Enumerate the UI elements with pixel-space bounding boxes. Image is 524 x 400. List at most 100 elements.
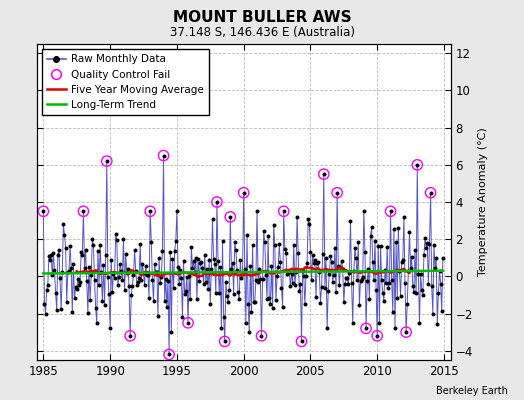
Point [232,247,240,253]
Point [188,265,196,271]
Point [329,278,337,285]
Point [224,298,232,305]
Point [56,275,64,282]
Point [85,264,93,270]
Point [386,208,395,214]
Point [219,238,227,244]
Point [115,274,123,280]
Point [42,287,51,293]
Point [304,216,312,222]
Point [432,254,440,261]
Point [159,152,168,159]
Point [214,258,222,264]
Point [146,208,155,214]
Point [112,231,120,238]
Point [248,242,257,248]
Point [177,275,185,281]
Point [275,241,283,248]
Point [76,278,84,285]
Point [65,268,73,275]
Point [147,239,156,245]
Point [310,260,318,266]
Point [369,277,378,284]
Point [104,274,112,280]
Point [168,256,177,262]
Point [364,266,373,272]
Point [207,266,215,272]
Point [123,270,131,276]
Point [420,252,428,258]
Point [335,282,344,288]
Point [226,214,235,220]
Point [414,271,422,278]
Point [129,272,138,278]
Point [139,270,148,276]
Point [312,294,320,300]
Point [130,247,139,253]
Point [419,292,427,298]
Point [46,257,54,263]
Point [150,260,159,267]
Point [398,259,406,266]
Point [413,162,421,168]
Point [132,268,140,274]
Point [305,220,313,227]
Point [346,217,355,224]
Point [430,242,438,248]
Point [258,276,267,282]
Point [439,255,447,261]
Point [321,284,329,291]
Point [40,301,49,308]
Point [268,305,277,312]
Point [195,278,203,284]
Point [382,280,390,287]
Point [124,265,132,272]
Point [428,283,436,289]
Point [230,290,238,297]
Point [245,329,254,335]
Point [356,277,365,284]
Point [93,320,101,326]
Point [215,290,223,296]
Point [402,329,410,335]
Point [209,216,217,222]
Point [220,313,228,320]
Point [89,242,97,248]
Point [41,310,50,317]
Point [347,280,356,286]
Point [173,208,181,214]
Point [263,295,271,302]
Point [101,302,109,308]
Point [389,308,397,315]
Point [436,280,445,287]
Point [256,276,265,282]
Point [295,288,303,294]
Legend: Raw Monthly Data, Quality Control Fail, Five Year Moving Average, Long-Term Tren: Raw Monthly Data, Quality Control Fail, … [42,49,209,115]
Point [431,264,439,271]
Text: MOUNT BULLER AWS: MOUNT BULLER AWS [173,10,351,25]
Point [355,302,364,308]
Point [170,248,179,254]
Point [137,277,146,284]
Point [362,325,370,332]
Point [197,259,205,266]
Point [343,274,351,281]
Point [118,277,127,283]
Point [288,280,297,286]
Point [391,325,399,332]
Point [185,273,193,279]
Point [381,267,389,273]
Point [302,273,310,280]
Point [311,256,319,263]
Point [273,273,281,279]
Point [211,260,219,267]
Point [43,282,52,288]
Point [223,293,231,300]
Point [282,250,290,256]
Point [358,273,367,280]
Point [159,152,168,159]
Point [234,289,242,296]
Point [278,303,287,310]
Point [241,265,249,272]
Point [155,255,163,261]
